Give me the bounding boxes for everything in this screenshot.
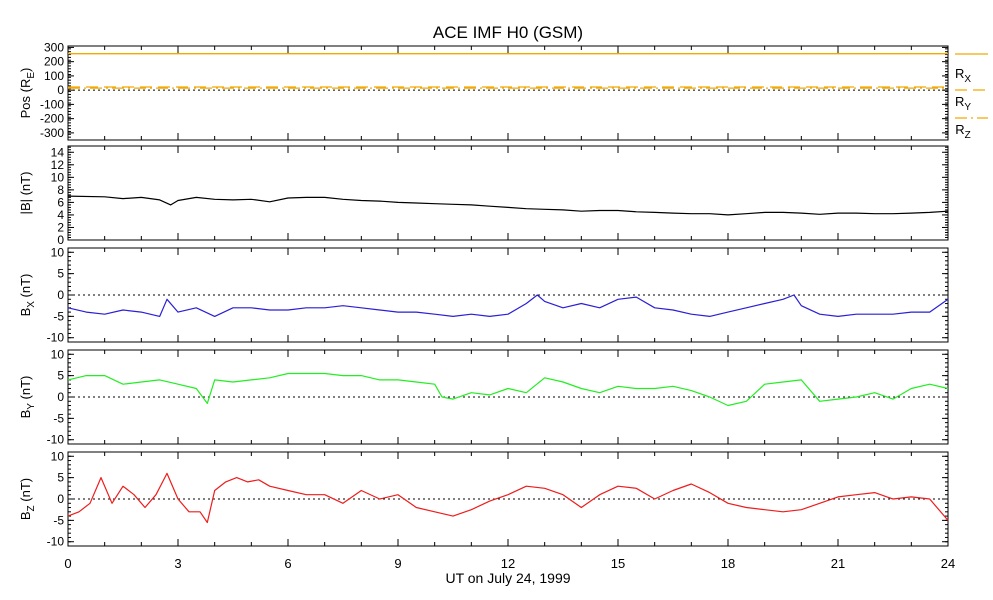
y-tick-label: -10 bbox=[47, 535, 65, 549]
series-line-bmag bbox=[67, 195, 949, 216]
series-line-by bbox=[67, 372, 949, 407]
panel-by: 10 5 0 -5 -10 BY (nT) bbox=[18, 347, 949, 447]
x-tick-label: 6 bbox=[284, 556, 291, 571]
y-tick-label: 8 bbox=[57, 183, 64, 197]
y-axis-label: BZ (nT) bbox=[18, 478, 37, 520]
y-tick-label: 0 bbox=[57, 83, 64, 97]
y-tick-label: 6 bbox=[57, 195, 64, 209]
y-tick-label: 10 bbox=[51, 449, 65, 463]
panel-bx: 10 5 0 -5 -10 BX (nT) bbox=[18, 245, 949, 345]
y-axis-label: Pos (RE) bbox=[18, 68, 37, 119]
y-tick-label: 300 bbox=[44, 40, 64, 54]
panel-frame bbox=[67, 45, 949, 141]
y-axis-label: |B| (nT) bbox=[18, 172, 33, 215]
y-tick-label: 0 bbox=[57, 233, 64, 247]
y-tick-label: 14 bbox=[51, 145, 65, 159]
y-tick-label: 5 bbox=[57, 267, 64, 281]
figure-title: ACE IMF H0 (GSM) bbox=[433, 23, 583, 42]
y-tick-label: 12 bbox=[51, 158, 65, 172]
x-tick-label: 9 bbox=[394, 556, 401, 571]
x-tick-label: 15 bbox=[611, 556, 625, 571]
y-tick-label: 0 bbox=[57, 288, 64, 302]
y-tick-label: -10 bbox=[47, 433, 65, 447]
legend-entry: RZ bbox=[955, 122, 971, 141]
series-line-bx bbox=[67, 294, 949, 317]
panel-bz: 10 5 0 -5 -10 BZ (nT) bbox=[18, 449, 949, 549]
y-tick-label: 10 bbox=[51, 347, 65, 361]
y-tick-label: 200 bbox=[44, 55, 64, 69]
y-tick-label: -5 bbox=[53, 309, 64, 323]
y-tick-label: -5 bbox=[53, 513, 64, 527]
y-tick-label: 4 bbox=[57, 208, 64, 222]
y-tick-label: 10 bbox=[51, 170, 65, 184]
y-tick-label: 0 bbox=[57, 492, 64, 506]
x-tick-label: 0 bbox=[64, 556, 71, 571]
legend-entry: RX bbox=[955, 66, 971, 85]
y-tick-label: -200 bbox=[40, 112, 64, 126]
x-tick-label: 24 bbox=[941, 556, 955, 571]
x-tick-label: 3 bbox=[174, 556, 181, 571]
y-tick-label: 5 bbox=[57, 471, 64, 485]
y-tick-label: -10 bbox=[47, 331, 65, 345]
y-tick-label: -100 bbox=[40, 97, 64, 111]
x-tick-label: 18 bbox=[721, 556, 735, 571]
x-axis-label: UT on July 24, 1999 bbox=[445, 570, 570, 586]
y-axis-label: BY (nT) bbox=[18, 376, 37, 419]
y-tick-label: -5 bbox=[53, 411, 64, 425]
x-tick-label: 12 bbox=[501, 556, 515, 571]
legend-entry: RY bbox=[955, 94, 971, 113]
y-tick-label: 2 bbox=[57, 220, 64, 234]
y-tick-label: 10 bbox=[51, 245, 65, 259]
series-line-bz bbox=[67, 472, 949, 524]
y-tick-label: -300 bbox=[40, 126, 64, 140]
y-tick-label: 0 bbox=[57, 390, 64, 404]
y-axis-label: BX (nT) bbox=[18, 274, 37, 317]
y-tick-label: 5 bbox=[57, 369, 64, 383]
x-tick-label: 21 bbox=[831, 556, 845, 571]
panel-frame bbox=[67, 145, 949, 241]
y-tick-label: 100 bbox=[44, 69, 64, 83]
